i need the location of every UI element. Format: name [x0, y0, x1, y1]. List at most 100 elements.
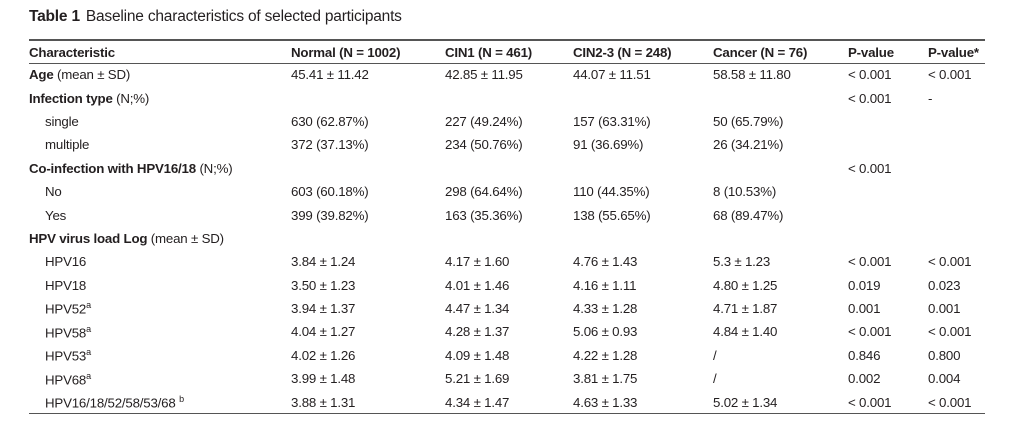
table-cell: 4.33 ± 1.28 — [573, 301, 638, 317]
table-row: multiple 372 (37.13%) 234 (50.76%) 91 (36.6… — [29, 133, 985, 156]
table-cell: 0.800 — [928, 347, 961, 363]
row-label: HPV53a — [29, 344, 291, 367]
table-cell — [445, 227, 573, 250]
table-cell: 4.34 ± 1.47 — [445, 394, 510, 410]
table-cell — [445, 157, 573, 180]
row-label: HPV virus load Log (mean ± SD) — [29, 227, 291, 250]
table-cell: 5.02 ± 1.34 — [713, 394, 778, 410]
footnote-marker: a — [86, 370, 91, 381]
table-cell: < 0.001 — [848, 90, 892, 106]
table-cell: 298 (64.64%) — [445, 184, 523, 200]
table-title: Baseline characteristics of selected par… — [85, 8, 402, 25]
column-header: Characteristic — [29, 44, 115, 60]
row-label-bold: Age — [29, 67, 54, 83]
baseline-table: Characteristic Normal (N = 1002) CIN1 (N =… — [29, 41, 985, 414]
row-label: Infection type (N;%) — [29, 86, 291, 109]
row-label: HPV68a — [29, 367, 291, 390]
table-cell — [573, 227, 713, 250]
table-cell: 68 (89.47%) — [713, 207, 784, 223]
row-label-text: (N;%) — [112, 90, 150, 106]
table-cell: 372 (37.13%) — [291, 137, 369, 153]
table-cell — [848, 203, 928, 226]
row-label: Yes — [29, 203, 291, 226]
table-cell: 50 (65.79%) — [713, 113, 784, 129]
header-row: Characteristic Normal (N = 1002) CIN1 (N =… — [29, 41, 985, 63]
table-cell: 4.04 ± 1.27 — [291, 324, 356, 340]
table-cell: 4.76 ± 1.43 — [573, 254, 638, 270]
table-cell: 4.84 ± 1.40 — [713, 324, 778, 340]
row-label-text: single — [45, 113, 79, 129]
table-cell — [573, 86, 713, 109]
row-label-text: multiple — [45, 137, 90, 153]
table-label: Table 1 — [29, 8, 80, 25]
table-cell — [848, 180, 928, 203]
row-label-text: (mean ± SD) — [53, 67, 131, 83]
table-cell: 4.01 ± 1.46 — [445, 277, 510, 293]
table-cell — [445, 86, 573, 109]
table-row: HPV18 3.50 ± 1.23 4.01 ± 1.46 4.16 ± 1.11 4.… — [29, 274, 985, 297]
table-cell: 0.001 — [848, 301, 881, 317]
table-row: HPV16/18/52/58/53/68 b 3.88 ± 1.31 4.34 ± … — [29, 390, 985, 413]
row-label: HPV16/18/52/58/53/68 b — [29, 390, 291, 413]
table-cell: 0.023 — [928, 277, 961, 293]
table-row: HPV53a 4.02 ± 1.26 4.09 ± 1.48 4.22 ± 1.28 /… — [29, 344, 985, 367]
table-cell: 110 (44.35%) — [573, 184, 650, 200]
table-cell: 58.58 ± 11.80 — [713, 67, 791, 83]
footnote-marker: b — [179, 393, 184, 404]
table-cell — [713, 86, 848, 109]
table-cell — [713, 157, 848, 180]
row-label-text: HPV52 — [45, 301, 87, 317]
row-label-text: HPV58 — [45, 325, 87, 341]
table-cell: 138 (55.65%) — [573, 207, 651, 223]
header-rule — [29, 63, 985, 64]
table-cell: 3.99 ± 1.48 — [291, 371, 356, 387]
table-cell: < 0.001 — [928, 67, 972, 83]
table-cell: 42.85 ± 11.95 — [445, 67, 523, 83]
table-cell: 91 (36.69%) — [573, 137, 644, 153]
table-cell: / — [713, 347, 717, 363]
row-label: HPV58a — [29, 320, 291, 343]
row-label-text: HPV18 — [45, 277, 87, 293]
table-cell — [291, 227, 445, 250]
table-cell — [573, 157, 713, 180]
column-header: P-value — [848, 44, 894, 60]
table-cell: 0.004 — [928, 371, 961, 387]
row-label-text: HPV16 — [45, 254, 87, 270]
table-cell: 4.16 ± 1.11 — [573, 277, 637, 293]
table-cell: 5.3 ± 1.23 — [713, 254, 771, 270]
top-rule — [29, 39, 985, 41]
row-label-bold: HPV virus load Log — [29, 230, 148, 246]
table-cell: 227 (49.24%) — [445, 113, 523, 129]
table-cell: 4.09 ± 1.48 — [445, 347, 510, 363]
table-cell: 4.22 ± 1.28 — [573, 347, 638, 363]
table-cell: 4.02 ± 1.26 — [291, 347, 356, 363]
table-cell: 0.001 — [928, 301, 961, 317]
row-label: single — [29, 110, 291, 133]
table-cell: 4.71 ± 1.87 — [713, 301, 778, 317]
table-cell: 4.63 ± 1.33 — [573, 394, 638, 410]
table-cell: 4.47 ± 1.34 — [445, 301, 510, 317]
table-cell — [848, 110, 928, 133]
table-cell: 0.019 — [848, 277, 881, 293]
table-cell — [928, 110, 985, 133]
footnote-marker: a — [86, 323, 91, 334]
table-row: Age (mean ± SD) 45.41 ± 11.42 42.85 ± 11.9… — [29, 63, 985, 86]
table-cell: < 0.001 — [848, 394, 892, 410]
table-row: HPV58a 4.04 ± 1.27 4.28 ± 1.37 5.06 ± 0.93 4… — [29, 320, 985, 343]
row-label-bold: Co-infection with HPV16/18 — [29, 160, 196, 176]
table-cell: 630 (62.87%) — [291, 113, 369, 129]
table-cell: 3.88 ± 1.31 — [291, 394, 356, 410]
table-row: HPV68a 3.99 ± 1.48 5.21 ± 1.69 3.81 ± 1.75/… — [29, 367, 985, 390]
row-label: HPV52a — [29, 297, 291, 320]
table-cell — [928, 180, 985, 203]
table-cell — [848, 133, 928, 156]
table-cell: 3.50 ± 1.23 — [291, 277, 356, 293]
row-label-text: HPV16/18/52/58/53/68 — [45, 395, 180, 411]
row-label-bold: Infection type — [29, 90, 113, 106]
table-cell: - — [928, 90, 933, 106]
table-cell: 399 (39.82%) — [291, 207, 369, 223]
column-header: P-value* — [928, 44, 979, 60]
table-cell — [928, 133, 985, 156]
table-cell: 8 (10.53%) — [713, 184, 777, 200]
table-cell: 163 (35.36%) — [445, 207, 523, 223]
